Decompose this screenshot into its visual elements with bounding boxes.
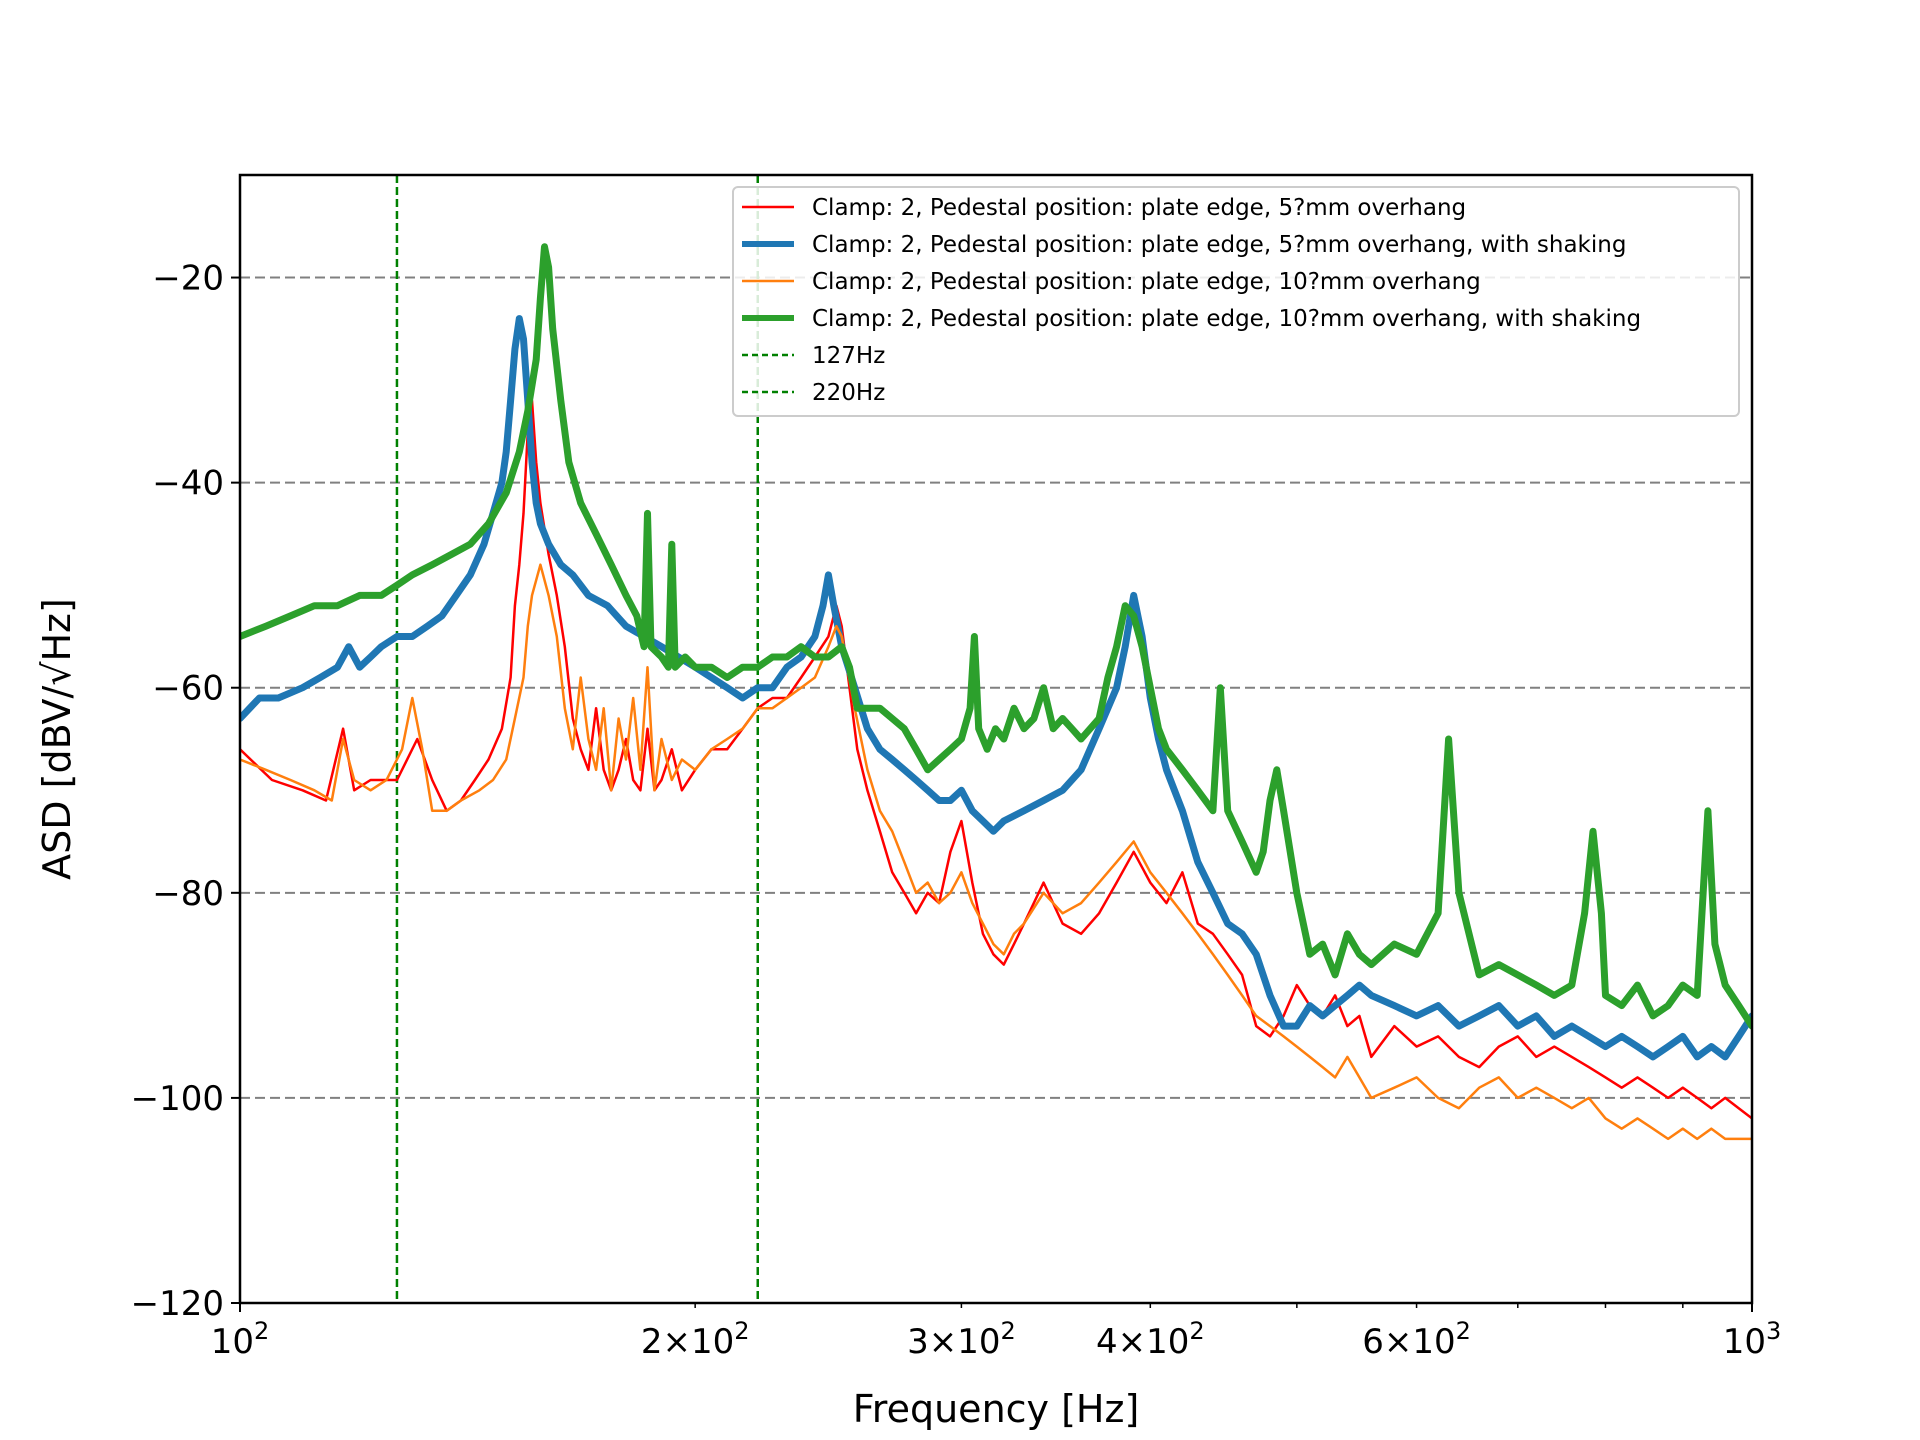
x-tick-exponent: 2 bbox=[254, 1317, 269, 1345]
data-series bbox=[240, 243, 1752, 1141]
x-tick-mantissa: 6 bbox=[1362, 1322, 1384, 1362]
x-axis-ticks: 102 2×102 3×102 4×102 6×102 103 bbox=[211, 1303, 1782, 1362]
x-tick-mantissa: 2 bbox=[641, 1322, 663, 1362]
x-tick-times: × bbox=[1384, 1322, 1413, 1362]
x-tick-label: 6×102 bbox=[1362, 1317, 1471, 1362]
y-tick-label: −80 bbox=[152, 874, 224, 914]
x-axis-label: Frequency [Hz] bbox=[853, 1387, 1140, 1431]
legend-entry-label: Clamp: 2, Pedestal position: plate edge,… bbox=[812, 232, 1626, 258]
x-tick-base: 10 bbox=[691, 1322, 734, 1362]
x-tick-base: 10 bbox=[1723, 1322, 1766, 1362]
y-tick-label: −40 bbox=[152, 464, 224, 504]
x-tick-label: 3×102 bbox=[907, 1317, 1016, 1362]
x-tick-times: × bbox=[662, 1322, 691, 1362]
y-tick-label: −100 bbox=[131, 1079, 224, 1119]
y-tick-label: −120 bbox=[131, 1284, 224, 1324]
series-line-4 bbox=[240, 243, 1752, 1030]
y-axis-label: ASD [dBV/√Hz] bbox=[35, 598, 79, 880]
series-line-2 bbox=[240, 315, 1752, 1061]
x-tick-base: 10 bbox=[211, 1322, 254, 1362]
x-tick-label: 4×102 bbox=[1096, 1317, 1205, 1362]
x-tick-times: × bbox=[929, 1322, 958, 1362]
x-tick-times: × bbox=[1118, 1322, 1147, 1362]
x-tick-label: 102 bbox=[211, 1317, 270, 1362]
y-tick-label: −60 bbox=[152, 669, 224, 709]
x-tick-exponent: 2 bbox=[734, 1317, 749, 1345]
y-tick-label: −20 bbox=[152, 259, 224, 299]
plot-frame bbox=[238, 173, 1754, 1305]
x-tick-mantissa: 4 bbox=[1096, 1322, 1118, 1362]
x-tick-exponent: 2 bbox=[1456, 1317, 1471, 1345]
x-tick-base: 10 bbox=[1412, 1322, 1455, 1362]
series-line-3 bbox=[240, 563, 1752, 1141]
x-tick-exponent: 3 bbox=[1766, 1317, 1781, 1345]
legend-entry-label: Clamp: 2, Pedestal position: plate edge,… bbox=[812, 269, 1481, 295]
x-tick-exponent: 2 bbox=[1189, 1317, 1204, 1345]
x-tick-label: 103 bbox=[1723, 1317, 1782, 1362]
legend-entry-label: 127Hz bbox=[812, 343, 885, 369]
legend-entry-label: Clamp: 2, Pedestal position: plate edge,… bbox=[812, 306, 1641, 332]
y-axis-ticks: −20 −40 −60 −80 −100 −120 bbox=[131, 259, 240, 1324]
legend-entry-label: 220Hz bbox=[812, 380, 885, 406]
x-tick-mantissa: 3 bbox=[907, 1322, 929, 1362]
legend-box bbox=[732, 186, 1740, 417]
x-tick-exponent: 2 bbox=[1000, 1317, 1015, 1345]
x-tick-base: 10 bbox=[957, 1322, 1000, 1362]
x-tick-base: 10 bbox=[1146, 1322, 1189, 1362]
legend-entry-label: Clamp: 2, Pedestal position: plate edge,… bbox=[812, 195, 1466, 221]
x-tick-label: 2×102 bbox=[641, 1317, 750, 1362]
legend: Clamp: 2, Pedestal position: plate edge,… bbox=[732, 186, 1740, 417]
